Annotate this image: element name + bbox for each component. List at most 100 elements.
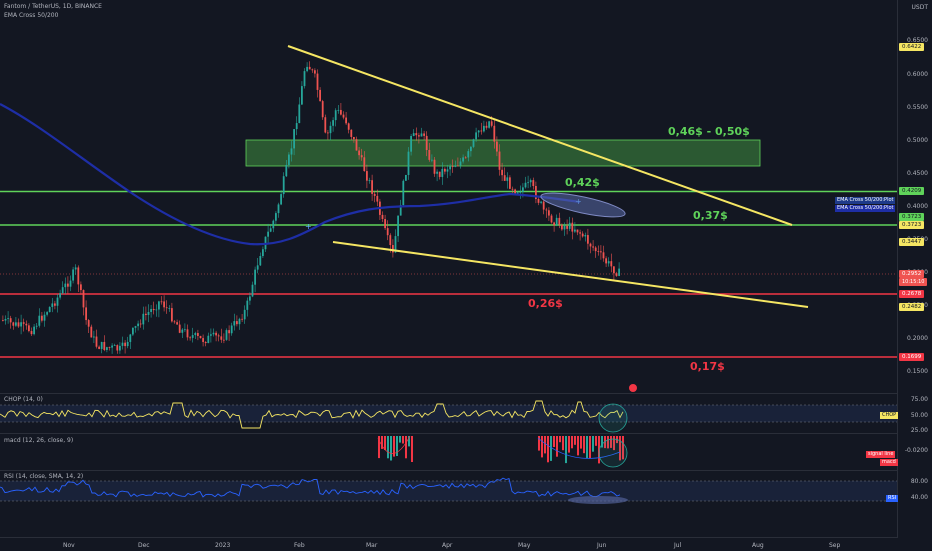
candle-body xyxy=(41,315,43,321)
macd-bar xyxy=(381,436,383,449)
candle-body xyxy=(540,201,542,203)
chop-pane-label[interactable]: CHOP (14, 0) xyxy=(4,396,43,403)
candle-body xyxy=(386,228,389,236)
earnings-flag-icon[interactable] xyxy=(629,384,637,392)
candle-body xyxy=(509,177,511,189)
candle-body xyxy=(124,342,126,347)
zone-annotation: 0,46$ - 0,50$ xyxy=(668,125,750,138)
price-axis[interactable]: USDT 0.6500 0.6000 0.5500 0.5000 0.4500 … xyxy=(897,0,932,537)
candle-body xyxy=(197,333,199,337)
candle-body xyxy=(444,168,446,172)
macd-bar xyxy=(592,436,594,452)
chop-tick: 25.00 xyxy=(910,427,928,434)
candle-body xyxy=(412,133,415,136)
candle-body xyxy=(277,204,280,214)
candle-body xyxy=(397,215,399,237)
macd-bar xyxy=(553,436,555,447)
candle-body xyxy=(610,261,613,267)
candle-body xyxy=(15,322,17,326)
candle-body xyxy=(438,171,441,177)
candle-body xyxy=(181,329,184,333)
candle-body xyxy=(405,174,407,181)
candle-body xyxy=(542,201,545,210)
price-tick: 0.5000 xyxy=(907,137,928,144)
candle-body xyxy=(306,66,308,72)
candle-body xyxy=(571,222,574,232)
macd-bar xyxy=(547,436,549,463)
candle-body xyxy=(566,225,568,229)
candle-body xyxy=(80,284,82,291)
currency-label: USDT xyxy=(911,4,929,11)
candle-body xyxy=(592,246,594,248)
candle-body xyxy=(589,243,592,247)
candle-body xyxy=(165,307,168,309)
candle-body xyxy=(186,329,189,338)
macd-bar xyxy=(607,436,609,449)
macd-bar xyxy=(393,436,395,457)
time-axis[interactable]: Nov Dec 2023 Feb Mar Apr May Jun Jul Aug… xyxy=(0,537,898,551)
candle-body xyxy=(225,330,228,340)
candle-body xyxy=(550,215,553,223)
upper-trendline[interactable] xyxy=(287,45,793,226)
candle-body xyxy=(17,322,20,327)
symbol-title[interactable]: Fantom / TetherUS, 1D, BINANCE xyxy=(4,3,102,10)
candle-body xyxy=(178,324,181,333)
price-tick: 0.4000 xyxy=(907,203,928,210)
candle-body xyxy=(537,199,540,203)
candle-body xyxy=(150,308,152,312)
candle-body xyxy=(485,125,488,128)
candle-body xyxy=(113,345,116,346)
time-tick: Apr xyxy=(442,542,453,549)
candle-body xyxy=(7,318,9,319)
candle-body xyxy=(61,287,64,294)
candle-body xyxy=(579,232,581,234)
candle-body xyxy=(477,130,480,133)
candle-body xyxy=(314,70,316,74)
macd-pane-label[interactable]: macd (12, 26, close, 9) xyxy=(4,437,74,444)
macd-bar xyxy=(399,436,401,443)
candle-body xyxy=(321,101,324,118)
rsi-ellipse xyxy=(568,496,628,504)
candle-body xyxy=(28,325,30,332)
candle-body xyxy=(189,337,191,339)
candle-body xyxy=(574,229,576,232)
ema-plot-tag-2: EMA Cross 50/200:Plot xyxy=(835,205,896,212)
price-tick: 0.6000 xyxy=(907,71,928,78)
candle-body xyxy=(233,321,236,326)
time-tick: Aug xyxy=(752,542,764,549)
lower-trendline[interactable] xyxy=(332,241,809,308)
macd-bar xyxy=(556,436,558,457)
candle-body xyxy=(168,308,171,309)
rsi-pane-label[interactable]: RSI (14, close, SMA, 14, 2) xyxy=(4,473,84,480)
candle-body xyxy=(199,336,202,339)
rsi-value-tag: RSI xyxy=(886,495,899,502)
candle-body xyxy=(522,187,524,192)
candle-body xyxy=(483,125,485,132)
level-037-badge: 0.3723 xyxy=(899,213,925,221)
candle-body xyxy=(472,139,475,147)
candle-body xyxy=(327,132,329,134)
macd-bar xyxy=(408,436,410,447)
candle-body xyxy=(126,341,129,347)
candle-body xyxy=(607,261,610,264)
candle-body xyxy=(459,161,462,166)
candle-body xyxy=(280,194,282,205)
macd-bar xyxy=(568,436,570,453)
indicator-label[interactable]: EMA Cross 50/200 xyxy=(4,12,59,19)
candle-body xyxy=(262,249,264,257)
candle-body xyxy=(98,346,100,349)
candle-body xyxy=(594,247,597,252)
candle-body xyxy=(587,235,589,244)
candle-body xyxy=(64,283,67,288)
macd-bar xyxy=(411,436,413,462)
candle-body xyxy=(298,104,301,124)
candle-body xyxy=(272,220,275,229)
candle-body xyxy=(576,229,579,233)
candle-body xyxy=(54,303,56,306)
price-tick: 0.1500 xyxy=(907,368,928,375)
candle-body xyxy=(129,334,132,342)
candle-body xyxy=(451,166,454,167)
candle-body xyxy=(171,308,173,322)
candle-body xyxy=(316,73,319,90)
